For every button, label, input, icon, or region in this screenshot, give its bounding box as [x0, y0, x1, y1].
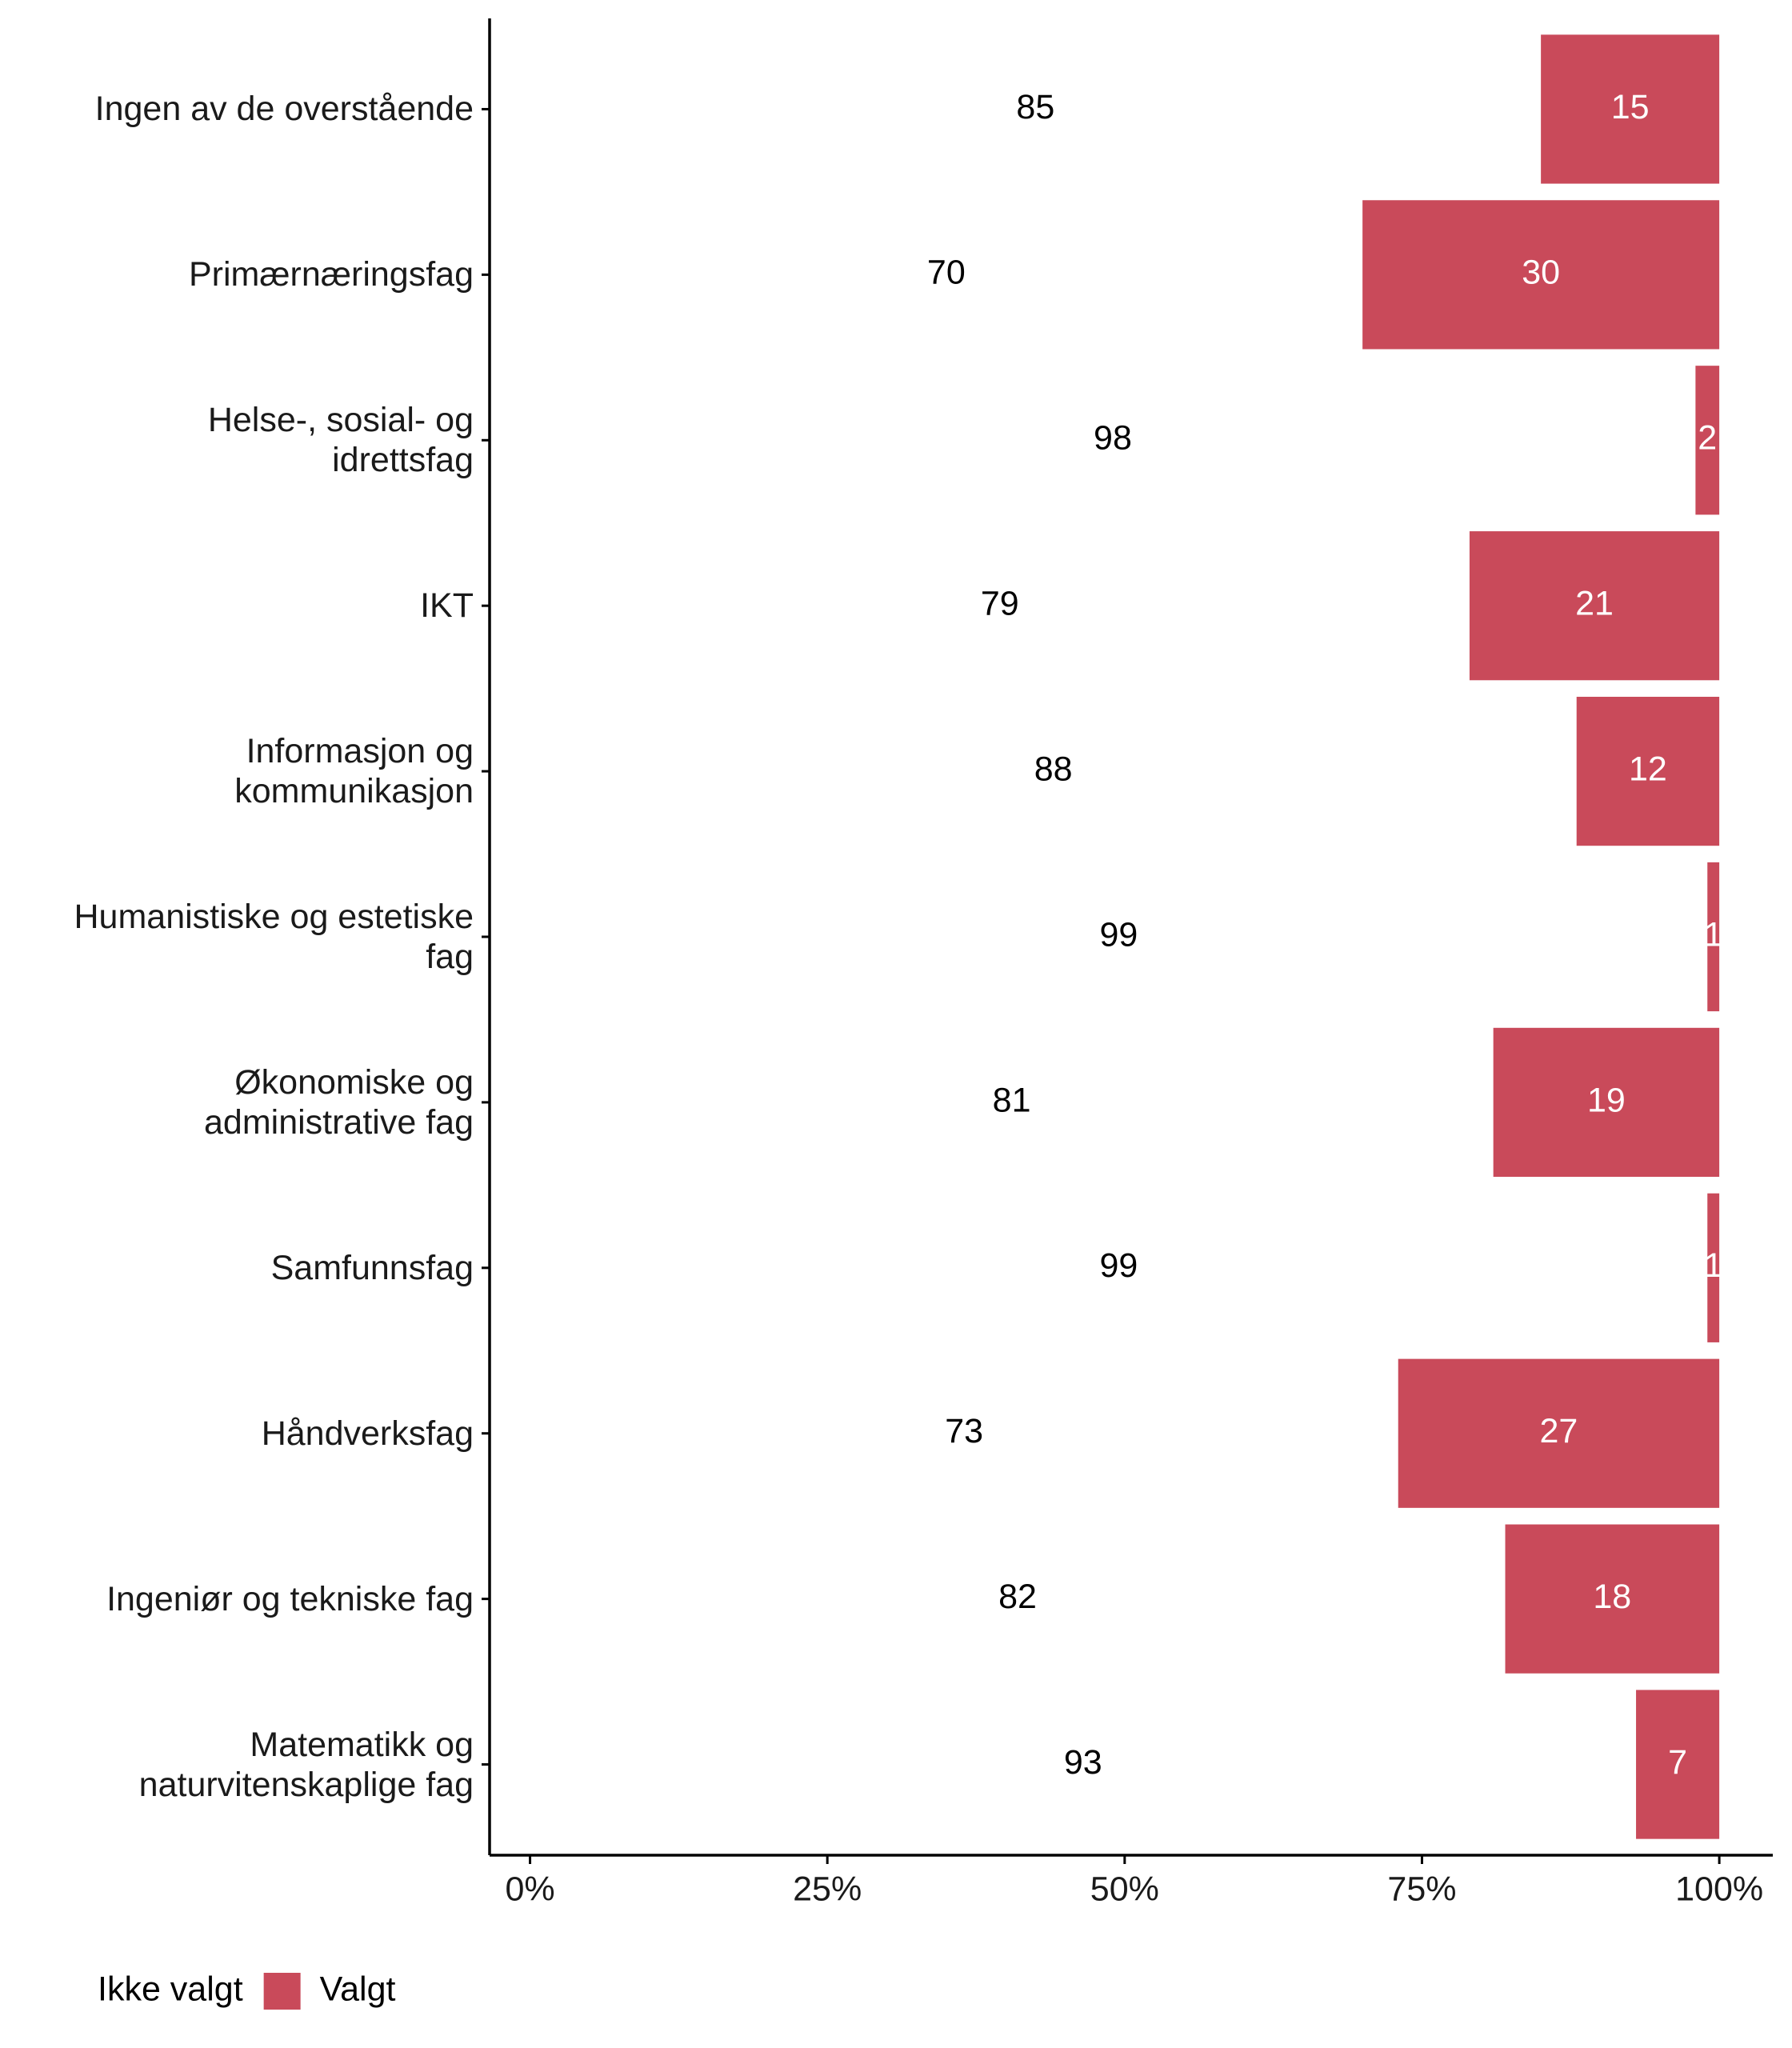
data-label: 1: [1704, 915, 1723, 954]
data-label: 12: [1629, 750, 1667, 788]
bar: [1362, 200, 1720, 350]
bar: [1707, 862, 1720, 1012]
data-label: 7: [1668, 1743, 1687, 1782]
bar: [530, 366, 1696, 515]
y-tick-label: Humanistiske og estetiske fag: [74, 898, 474, 976]
bar: [530, 200, 1363, 350]
legend-key: [263, 1973, 301, 2010]
y-tick-label: Håndverksfag: [261, 1414, 474, 1453]
legend-label: Valgt: [320, 1970, 396, 2008]
bar: [1695, 366, 1720, 515]
data-label: 73: [945, 1412, 983, 1450]
x-tick-label: 100%: [1675, 1870, 1763, 1908]
data-label: 27: [1539, 1412, 1578, 1450]
bar: [530, 862, 1708, 1012]
y-tick-label: Helse-, sosial- og idrettsfag: [207, 401, 474, 480]
data-label: 93: [1064, 1743, 1102, 1782]
legend-label: Ikke valgt: [98, 1970, 243, 2008]
data-label: 21: [1575, 585, 1614, 623]
bar: [530, 696, 1577, 846]
bar: [1398, 1358, 1720, 1508]
bar: [1505, 1524, 1720, 1674]
bar: [530, 1358, 1398, 1508]
data-label: 98: [1094, 419, 1132, 458]
bar: [530, 1690, 1637, 1839]
bar: [1707, 1193, 1720, 1342]
data-label: 82: [998, 1578, 1037, 1616]
bar: [530, 531, 1470, 681]
data-label: 70: [927, 254, 966, 292]
data-label: 88: [1034, 750, 1073, 788]
x-tick-label: 25%: [793, 1870, 862, 1908]
bar: [1469, 531, 1720, 681]
y-tick-label: Økonomiske og administrative fag: [204, 1062, 474, 1142]
data-label: 19: [1587, 1081, 1626, 1119]
data-label: 99: [1099, 915, 1138, 954]
data-label: 99: [1099, 1246, 1138, 1285]
bar: [1541, 34, 1720, 184]
x-tick-label: 0%: [505, 1870, 554, 1908]
data-label: 30: [1522, 254, 1560, 292]
data-label: 15: [1611, 88, 1650, 126]
data-label: 2: [1698, 419, 1717, 458]
y-tick-label: Primærnæringsfag: [188, 255, 474, 294]
y-tick-label: Informasjon og kommunikasjon: [234, 732, 474, 811]
data-label: 81: [993, 1081, 1031, 1119]
bar: [530, 1193, 1708, 1342]
y-tick-label: Ingeniør og tekniske fag: [106, 1579, 474, 1618]
y-tick-label: Ingen av de overstående: [94, 90, 474, 129]
bar: [1636, 1690, 1720, 1839]
bar: [530, 1524, 1506, 1674]
y-tick-label: Matematikk og naturvitenskaplige fag: [138, 1725, 474, 1804]
bar: [530, 1027, 1494, 1178]
data-label: 18: [1593, 1578, 1631, 1616]
data-label: 85: [1016, 88, 1054, 126]
y-tick-label: Samfunnsfag: [270, 1248, 474, 1287]
bar: [1576, 696, 1720, 846]
x-tick-label: 50%: [1090, 1870, 1159, 1908]
y-tick-label: IKT: [420, 586, 474, 626]
data-label: 1: [1704, 1246, 1723, 1285]
bar: [530, 34, 1542, 184]
x-tick-label: 75%: [1387, 1870, 1456, 1908]
data-label: 79: [981, 585, 1019, 623]
bar: [1493, 1027, 1720, 1178]
